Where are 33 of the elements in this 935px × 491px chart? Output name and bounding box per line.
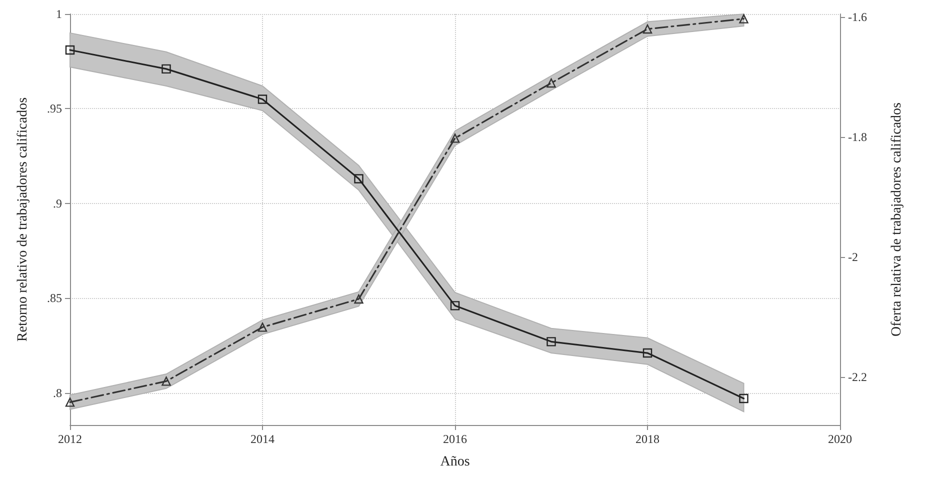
point xyxy=(450,134,460,143)
point xyxy=(642,24,652,34)
y2-tick-label: -2 xyxy=(848,250,858,264)
x-axis-title: Años xyxy=(440,454,470,470)
y2-tick-label: -1.8 xyxy=(848,130,867,144)
x-tick-label: 2014 xyxy=(250,432,274,446)
y-tick-label: .95 xyxy=(47,102,62,116)
point xyxy=(65,45,75,55)
x-tick-label: 2020 xyxy=(828,432,852,446)
y-axis-title: Retorno relativo de trabajadores calificados xyxy=(16,97,30,342)
x-tick-label: 2016 xyxy=(443,432,467,446)
point xyxy=(546,337,556,346)
point xyxy=(162,64,171,74)
x-tick-label: 2012 xyxy=(58,432,82,446)
point xyxy=(258,322,268,332)
x-tick-label: 2018 xyxy=(636,432,660,446)
y2-axis-title: Oferta relativa de trabajadores calificados xyxy=(890,102,904,336)
point xyxy=(739,394,748,404)
point xyxy=(162,376,171,386)
point xyxy=(739,14,748,24)
point xyxy=(354,174,364,184)
y-tick-label: .9 xyxy=(53,196,62,210)
point xyxy=(258,94,268,104)
y2-tick-label: -2.2 xyxy=(848,370,867,384)
y-tick-label: .8 xyxy=(53,386,62,400)
point xyxy=(546,78,556,88)
point xyxy=(354,294,364,304)
point xyxy=(642,348,652,358)
y-tick-label: .85 xyxy=(47,291,62,306)
y-tick-label: 1 xyxy=(56,7,62,21)
point xyxy=(450,301,460,310)
y2-tick-label: -1.6 xyxy=(848,10,867,24)
point xyxy=(65,398,75,407)
